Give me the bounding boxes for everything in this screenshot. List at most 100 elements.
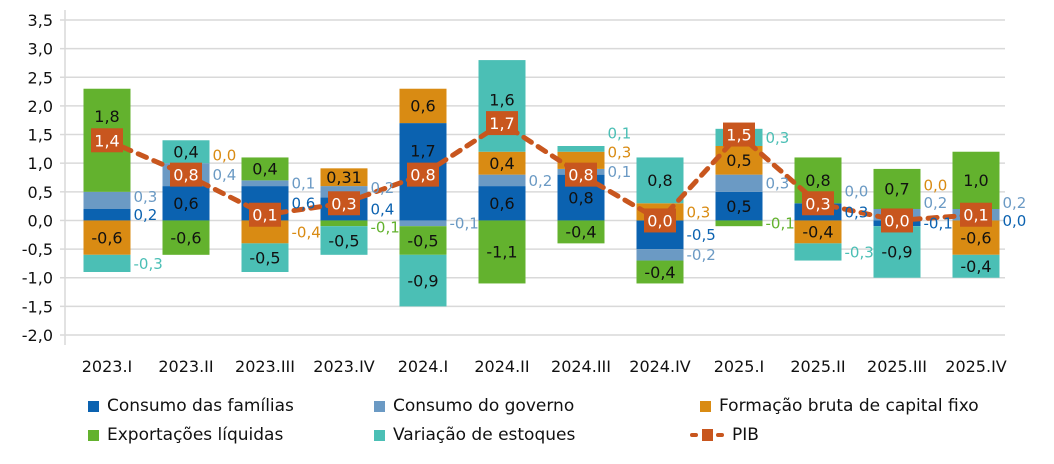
- bar-segment: [715, 220, 763, 227]
- pib-label: 0,0: [647, 211, 672, 230]
- data-label: 0,1: [292, 175, 316, 193]
- bar-segment: [794, 243, 842, 261]
- bar-segment: [478, 186, 526, 221]
- pib-marker: [802, 191, 834, 216]
- bar-segment: [478, 174, 526, 187]
- data-label: -0,5: [249, 248, 280, 267]
- pib-marker: [328, 191, 360, 216]
- data-label: 0,2: [924, 194, 948, 212]
- data-label: 0,4: [489, 154, 514, 173]
- y-tick-label: 3,5: [28, 11, 53, 30]
- pib-marker: [565, 162, 597, 187]
- data-label: 0,2: [1003, 194, 1027, 212]
- data-label: -0,4: [292, 223, 321, 241]
- bar-segment: [636, 249, 684, 261]
- pib-label: 0,8: [410, 166, 435, 185]
- pib-label: 1,7: [489, 114, 514, 133]
- data-label: 0,0: [213, 147, 237, 165]
- data-label: 1,0: [963, 171, 988, 190]
- y-tick-label: 2,5: [28, 68, 53, 87]
- data-label: -0,1: [924, 215, 953, 233]
- x-tick-label: 2025.I: [714, 357, 765, 376]
- data-label: 1,6: [489, 91, 514, 110]
- pib-marker: [723, 122, 755, 147]
- pib-label: 0,0: [884, 211, 909, 230]
- pib-marker: [644, 208, 676, 233]
- data-label: -0,4: [960, 257, 991, 276]
- x-tick-label: 2025.II: [790, 357, 845, 376]
- x-tick-label: 2024.II: [474, 357, 529, 376]
- bar-segment: [241, 157, 289, 181]
- y-tick-label: 2,0: [28, 97, 53, 116]
- bar-segment: [83, 254, 131, 272]
- data-label: 0,3: [134, 188, 158, 206]
- data-label: 0,8: [647, 171, 672, 190]
- pib-marker: [881, 208, 913, 233]
- x-tick-label: 2025.IV: [945, 357, 1007, 376]
- bar-segment: [636, 260, 684, 284]
- x-tick-label: 2024.I: [398, 357, 449, 376]
- data-label: -0,1: [766, 215, 795, 233]
- data-label: -0,5: [407, 231, 438, 250]
- bar-segment: [557, 220, 605, 244]
- pib-marker: [91, 128, 123, 153]
- data-label: -0,6: [960, 228, 991, 247]
- pib-label: 0,1: [252, 206, 277, 225]
- bar-segment: [636, 157, 684, 204]
- y-tick-label: -2,0: [22, 326, 53, 345]
- data-label: -0,3: [134, 255, 163, 273]
- pib-marker: [407, 162, 439, 187]
- y-tick-label: 1,5: [28, 126, 53, 145]
- y-tick-label: 1,0: [28, 154, 53, 173]
- bar-segment: [557, 146, 605, 152]
- data-label: -0,9: [407, 271, 438, 290]
- data-label: 0,0: [1003, 212, 1027, 230]
- pib-label: 1,5: [726, 126, 751, 145]
- bar-segment: [83, 191, 131, 209]
- bar-segment: [399, 254, 447, 307]
- data-label: 0,3: [687, 203, 711, 221]
- data-label: 0,5: [726, 197, 751, 216]
- data-label: 0,6: [489, 194, 514, 213]
- x-tick-label: 2023.I: [82, 357, 133, 376]
- data-label: 0,2: [134, 206, 158, 224]
- y-tick-label: -1,5: [22, 297, 53, 316]
- pib-label: 0,1: [963, 206, 988, 225]
- data-label: 0,4: [371, 200, 395, 218]
- bar-segment: [399, 226, 447, 255]
- bar-segment: [478, 60, 526, 152]
- data-label: 0,31: [326, 168, 362, 187]
- bar-segment: [320, 226, 368, 255]
- data-label: 0,3: [766, 175, 790, 193]
- bar-segment: [794, 220, 842, 244]
- data-label: 0,3: [608, 144, 632, 162]
- data-label: -0,5: [328, 231, 359, 250]
- bar-segment: [162, 220, 210, 255]
- pib-label: 0,3: [331, 194, 356, 213]
- bar-segment: [478, 220, 526, 284]
- data-label: 0,3: [845, 203, 869, 221]
- bar-segment: [952, 254, 1000, 278]
- bar-segment: [241, 243, 289, 272]
- data-label: 0,2: [371, 179, 395, 197]
- bar-segment: [241, 180, 289, 187]
- bar-segment: [162, 186, 210, 221]
- data-label: -0,6: [170, 228, 201, 247]
- x-tick-label: 2024.III: [551, 357, 611, 376]
- bar-segment: [83, 209, 131, 221]
- pib-label: 0,8: [568, 166, 593, 185]
- data-label: -0,4: [644, 263, 675, 282]
- data-label: 0,6: [410, 97, 435, 116]
- data-label: -0,2: [687, 246, 716, 264]
- pib-marker: [960, 202, 992, 227]
- bar-segment: [873, 168, 921, 209]
- data-label: 0,0: [924, 176, 948, 194]
- data-label: 0,7: [884, 180, 909, 199]
- bar-segment: [873, 226, 921, 278]
- data-label: 0,6: [173, 194, 198, 213]
- pib-label: 0,3: [805, 194, 830, 213]
- data-label: 0,1: [608, 163, 632, 181]
- y-tick-label: -1,0: [22, 269, 53, 288]
